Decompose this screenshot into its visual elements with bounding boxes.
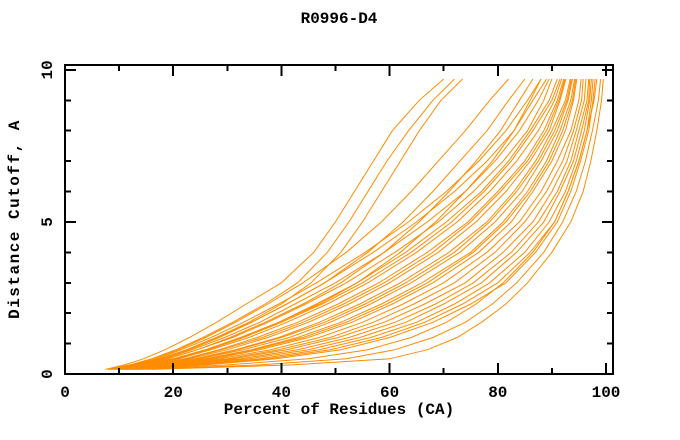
axis-frame	[64, 64, 614, 375]
model-curve	[146, 78, 602, 370]
model-curve	[110, 78, 542, 370]
model-curve	[108, 78, 509, 370]
model-curve	[119, 78, 565, 370]
model-curve	[110, 78, 547, 370]
model-curve	[140, 78, 598, 370]
model-curve	[124, 78, 576, 370]
model-curve	[137, 78, 596, 370]
model-curve	[127, 78, 582, 370]
model-curve	[116, 78, 561, 370]
x-tick-label: 100	[592, 384, 621, 402]
model-curve	[121, 78, 573, 370]
model-curve	[113, 78, 542, 370]
model-curve	[121, 78, 571, 370]
x-tick-label: 60	[380, 384, 399, 402]
model-curve	[110, 78, 526, 370]
tick-labels: 0 20 40 60 80 100 0 5 10	[39, 60, 620, 402]
y-tick-label: 10	[39, 60, 57, 79]
model-curve	[124, 78, 578, 370]
model-curve	[129, 78, 590, 370]
model-curve	[121, 78, 572, 370]
y-axis-label: Distance Cutoff, A	[6, 119, 24, 319]
model-curve	[127, 78, 584, 370]
model-curve	[108, 78, 455, 370]
x-tick-label: 80	[488, 384, 507, 402]
plot-border	[64, 64, 614, 375]
model-curve	[135, 78, 592, 370]
y-tick-label: 5	[39, 217, 57, 227]
model-curve	[113, 78, 550, 370]
model-curve	[116, 78, 563, 370]
x-tick-label: 0	[60, 384, 70, 402]
model-curve	[105, 78, 445, 370]
chart-title: R0996-D4	[300, 10, 378, 28]
x-tick-label: 40	[272, 384, 291, 402]
model-curve	[124, 78, 577, 370]
model-curve	[113, 78, 553, 370]
model-curve	[132, 78, 591, 370]
model-curve	[119, 78, 567, 370]
model-curve	[151, 78, 604, 370]
model-curve	[116, 78, 558, 370]
model-curves	[105, 78, 604, 370]
y-tick-label: 0	[39, 369, 57, 379]
x-axis-label: Percent of Residues (CA)	[223, 401, 455, 419]
model-curve	[129, 78, 587, 370]
model-curve	[113, 78, 534, 370]
x-tick-label: 20	[164, 384, 183, 402]
model-curve	[119, 78, 566, 370]
